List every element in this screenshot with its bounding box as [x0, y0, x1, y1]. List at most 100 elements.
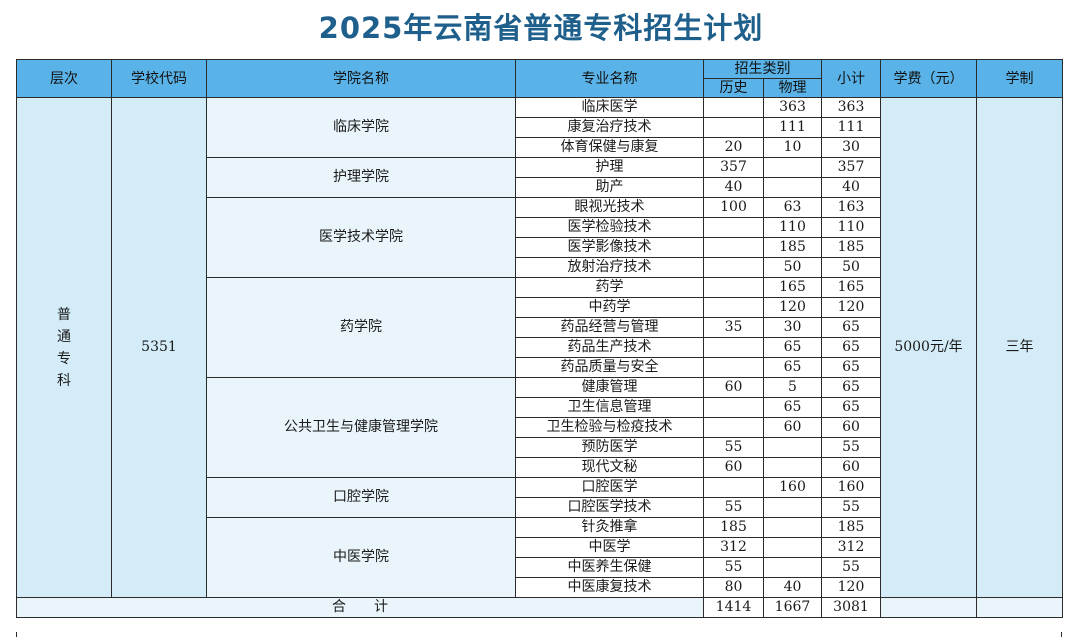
physics-count-cell: 65 [763, 357, 822, 378]
table-row: 药品经营与管理 35 30 65 [17, 317, 1063, 338]
physics-count-cell [763, 497, 822, 518]
physics-count-cell: 65 [763, 397, 822, 418]
physics-count-cell: 50 [763, 257, 822, 278]
page-title: 2025年云南省普通专科招生计划 [318, 11, 764, 45]
history-count-cell [703, 117, 764, 138]
header-history: 历史 [703, 78, 764, 98]
level-text: 普通专科 [57, 306, 71, 389]
major-name-cell: 放射治疗技术 [515, 257, 704, 278]
history-count-cell: 185 [703, 517, 764, 538]
major-name-cell: 口腔医学 [515, 477, 704, 498]
table-footer [16, 632, 1062, 637]
history-count-cell: 40 [703, 177, 764, 198]
history-count-cell [703, 417, 764, 438]
header-school-code: 学校代码 [111, 59, 207, 98]
major-name-cell: 药品经营与管理 [515, 317, 704, 338]
physics-count-cell [763, 157, 822, 178]
physics-count-cell: 65 [763, 337, 822, 358]
physics-count-cell: 160 [763, 477, 822, 498]
history-count-cell: 80 [703, 577, 764, 598]
subtotal-cell: 110 [821, 217, 881, 238]
subtotal-cell: 30 [821, 137, 881, 158]
physics-count-cell: 363 [763, 97, 822, 118]
table-row: 卫生检验与检疫技术 60 60 [17, 417, 1063, 438]
subtotal-cell: 111 [821, 117, 881, 138]
header-major: 专业名称 [515, 59, 704, 98]
history-count-cell [703, 97, 764, 118]
major-name-cell: 医学影像技术 [515, 237, 704, 258]
college-name-cell: 中医学院 [206, 517, 516, 598]
table-row: 普通专科 5351 临床学院 临床医学 363 363 5000元/年 三年 [16, 97, 1063, 598]
major-name-cell: 针灸推拿 [515, 517, 704, 538]
major-name-cell: 药品生产技术 [515, 337, 704, 358]
total-row: 合 计 1414 1667 3081 [16, 597, 1063, 618]
total-fee-empty [880, 597, 977, 618]
subtotal-cell: 40 [821, 177, 881, 198]
total-label: 合 计 [16, 597, 704, 618]
header-level: 层次 [16, 59, 112, 98]
subtotal-cell: 65 [821, 337, 881, 358]
history-count-cell: 60 [703, 457, 764, 478]
major-name-cell: 卫生信息管理 [515, 397, 704, 418]
subtotal-cell: 160 [821, 477, 881, 498]
college-name-cell: 药学院 [206, 277, 516, 378]
subtotal-cell: 120 [821, 297, 881, 318]
header-subrow: 历史 物理 [17, 78, 1063, 98]
history-count-cell: 55 [703, 437, 764, 458]
major-name-cell: 中医康复技术 [515, 577, 704, 598]
physics-count-cell: 40 [763, 577, 822, 598]
subtotal-cell: 60 [821, 457, 881, 478]
subtotal-cell: 185 [821, 237, 881, 258]
major-name-cell: 药品质量与安全 [515, 357, 704, 378]
major-name-cell: 护理 [515, 157, 704, 178]
subtotal-cell: 65 [821, 317, 881, 338]
physics-count-cell: 63 [763, 197, 822, 218]
table-row: 中医学 312 312 [17, 537, 1063, 558]
table-row: 中药学 120 120 [17, 297, 1063, 318]
table-row: 预防医学 55 55 [17, 437, 1063, 458]
history-count-cell [703, 277, 764, 298]
subtotal-cell: 120 [821, 577, 881, 598]
total-subtotal: 3081 [821, 597, 881, 618]
physics-count-cell: 10 [763, 137, 822, 158]
school-code-cell: 5351 [111, 97, 207, 598]
subtotal-cell: 65 [821, 357, 881, 378]
history-count-cell [703, 237, 764, 258]
subtotal-cell: 60 [821, 417, 881, 438]
major-name-cell: 预防医学 [515, 437, 704, 458]
major-name-cell: 体育保健与康复 [515, 137, 704, 158]
college-name-cell: 临床学院 [206, 97, 516, 158]
history-count-cell [703, 397, 764, 418]
physics-count-cell: 110 [763, 217, 822, 238]
history-count-cell [703, 477, 764, 498]
subtotal-cell: 163 [821, 197, 881, 218]
college-name-cell: 公共卫生与健康管理学院 [206, 377, 516, 478]
college-name-cell: 口腔学院 [206, 477, 516, 518]
subtotal-cell: 363 [821, 97, 881, 118]
subtotal-cell: 55 [821, 437, 881, 458]
table-row: 药品生产技术 65 65 [17, 337, 1063, 358]
major-name-cell: 药学 [515, 277, 704, 298]
history-count-cell: 55 [703, 497, 764, 518]
history-count-cell [703, 337, 764, 358]
physics-count-cell: 185 [763, 237, 822, 258]
major-name-cell: 医学检验技术 [515, 217, 704, 238]
level-cell: 普通专科 [16, 97, 112, 598]
history-count-cell: 100 [703, 197, 764, 218]
major-name-cell: 康复治疗技术 [515, 117, 704, 138]
history-count-cell: 55 [703, 557, 764, 578]
history-count-cell: 35 [703, 317, 764, 338]
physics-count-cell: 165 [763, 277, 822, 298]
physics-count-cell [763, 537, 822, 558]
physics-count-cell [763, 177, 822, 198]
physics-count-cell: 60 [763, 417, 822, 438]
major-name-cell: 卫生检验与检疫技术 [515, 417, 704, 438]
header-subtotal: 小计 [821, 59, 881, 98]
enrollment-plan-table: 层次 学校代码 学院名称 专业名称 招生类别 小计 学费（元） 学制 历史 物理… [16, 59, 1063, 618]
subtotal-cell: 55 [821, 497, 881, 518]
header-row: 层次 学校代码 学院名称 专业名称 招生类别 小计 学费（元） 学制 [16, 59, 1063, 98]
history-count-cell: 20 [703, 137, 764, 158]
physics-count-cell [763, 517, 822, 538]
subtotal-cell: 185 [821, 517, 881, 538]
table-row: 医学检验技术 110 110 [17, 217, 1063, 238]
